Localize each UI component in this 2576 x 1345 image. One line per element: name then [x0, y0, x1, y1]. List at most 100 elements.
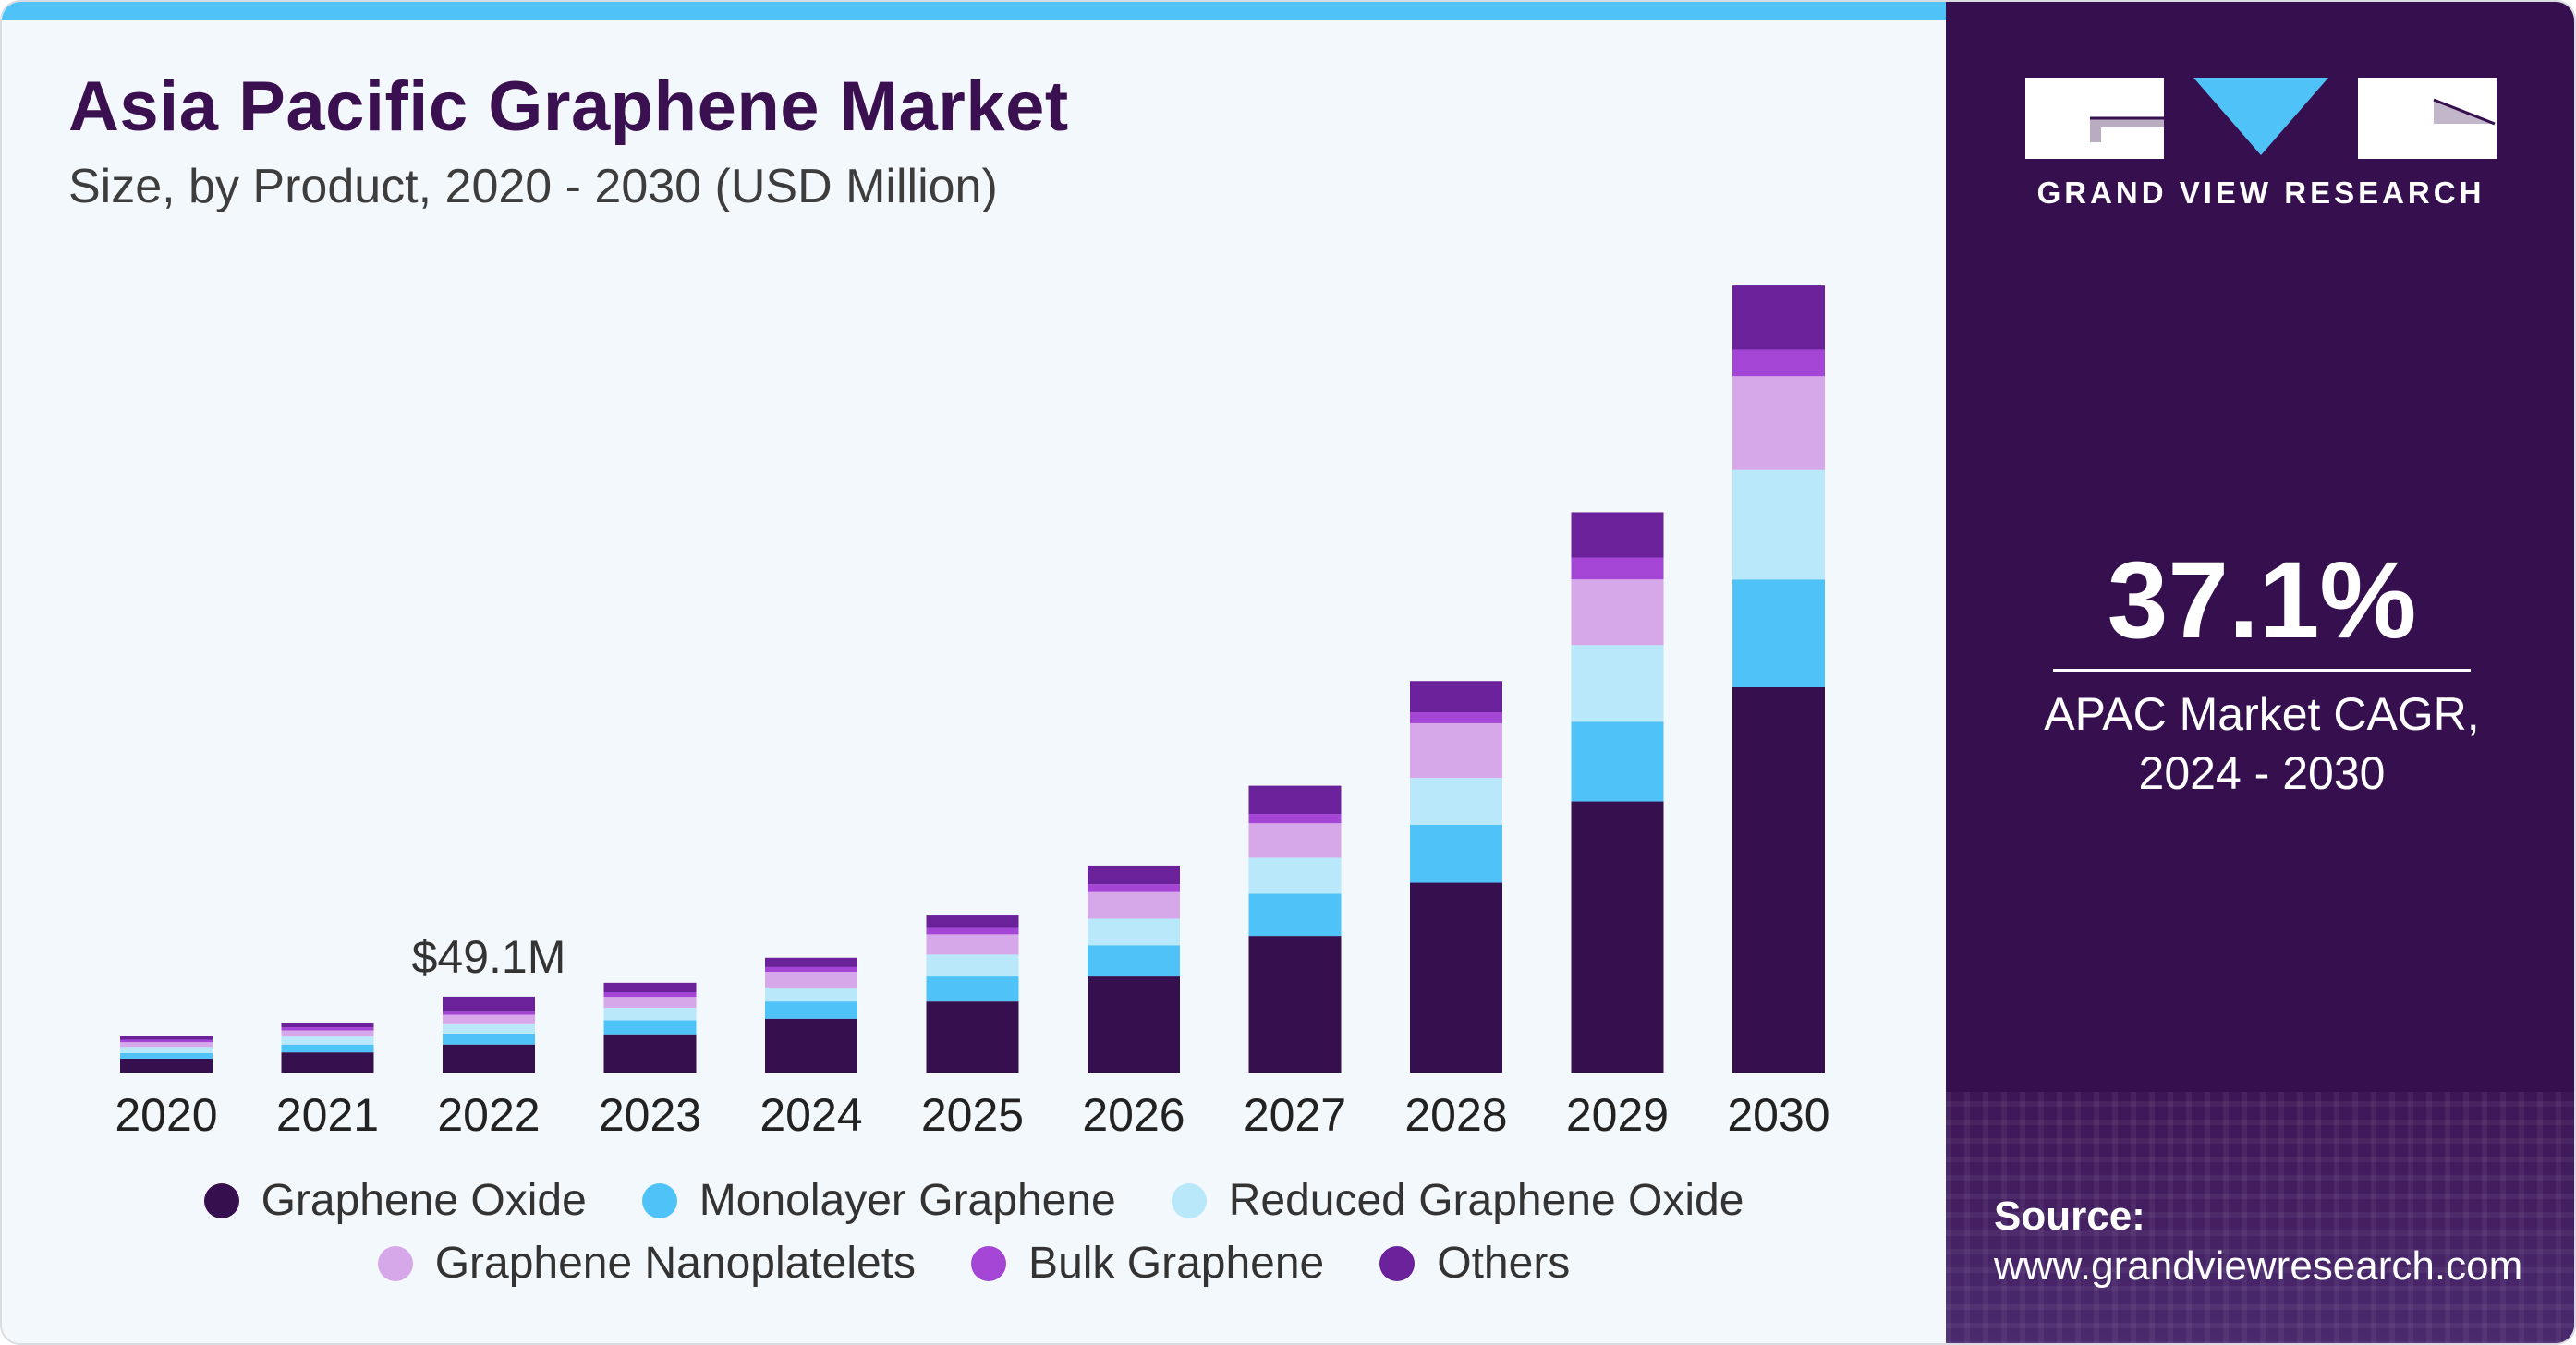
- chart-panel: Asia Pacific Graphene Market Size, by Pr…: [2, 2, 1946, 1343]
- bar-monolayer-graphene-2025: [926, 976, 1019, 1002]
- bar-others-2022: [443, 996, 535, 1012]
- bar-reduced-graphene-oxide-2029: [1571, 645, 1664, 722]
- bar-reduced-graphene-oxide-2021: [281, 1036, 374, 1045]
- bar-others-2027: [1248, 785, 1342, 815]
- bar-graphene-oxide-2020: [120, 1058, 213, 1073]
- bar-graphene-nanoplatelets-2030: [1732, 376, 1825, 470]
- cagr-label: APAC Market CAGR,: [2044, 688, 2480, 740]
- bar-bulk-graphene-2022: [443, 1011, 535, 1015]
- bar-graphene-nanoplatelets-2020: [120, 1042, 213, 1048]
- bar-bulk-graphene-2026: [1088, 884, 1180, 892]
- source-link[interactable]: www.grandviewresearch.com: [1994, 1243, 2523, 1289]
- info-sidebar: GRAND VIEW RESEARCH 37.1% APAC Market CA…: [1946, 2, 2574, 1343]
- bar-graphene-nanoplatelets-2027: [1248, 823, 1342, 858]
- legend-item-bulk-graphene: Bulk Graphene: [971, 1238, 1324, 1289]
- legend-label: Graphene Oxide: [261, 1176, 587, 1225]
- bar-graphene-oxide-2030: [1732, 687, 1825, 1073]
- x-tick-label: 2021: [276, 1089, 379, 1141]
- bar-graphene-nanoplatelets-2026: [1088, 891, 1180, 919]
- legend-item-reduced-graphene-oxide: Reduced Graphene Oxide: [1171, 1175, 1744, 1226]
- bar-others-2029: [1571, 512, 1664, 558]
- bar-reduced-graphene-oxide-2026: [1088, 918, 1180, 946]
- x-tick-label: 2020: [115, 1089, 217, 1141]
- bar-others-2025: [926, 915, 1019, 928]
- legend-swatch: [1379, 1245, 1416, 1281]
- bar-graphene-oxide-2028: [1410, 882, 1502, 1073]
- bar-graphene-oxide-2029: [1571, 801, 1664, 1073]
- legend-row-1: Graphene Oxide Monolayer Graphene Reduced …: [2, 1175, 1946, 1226]
- bar-others-2020: [120, 1036, 213, 1040]
- bar-graphene-nanoplatelets-2024: [765, 972, 857, 988]
- bar-reduced-graphene-oxide-2020: [120, 1047, 213, 1053]
- bar-graphene-nanoplatelets-2022: [443, 1014, 535, 1024]
- bar-graphene-oxide-2021: [281, 1052, 374, 1073]
- cagr-divider: [2053, 669, 2471, 672]
- bar-others-2023: [603, 982, 697, 992]
- bar-others-2024: [765, 957, 857, 967]
- logo-wordmark: GRAND VIEW RESEARCH: [2036, 176, 2485, 210]
- bar-reduced-graphene-oxide-2027: [1248, 857, 1342, 894]
- x-tick-label: 2029: [1566, 1089, 1669, 1141]
- bar-graphene-nanoplatelets-2023: [603, 997, 697, 1008]
- bar-bulk-graphene-2029: [1571, 557, 1664, 580]
- top-accent-bar: [2, 2, 1946, 20]
- x-tick-label: 2023: [599, 1089, 701, 1141]
- bar-bulk-graphene-2027: [1248, 814, 1342, 824]
- bar-graphene-oxide-2025: [926, 1001, 1019, 1073]
- legend-label: Monolayer Graphene: [699, 1176, 1116, 1225]
- bar-monolayer-graphene-2029: [1571, 721, 1664, 802]
- bar-reduced-graphene-oxide-2022: [443, 1023, 535, 1034]
- legend-swatch: [1171, 1182, 1207, 1218]
- bar-others-2026: [1088, 865, 1180, 885]
- bar-graphene-oxide-2027: [1248, 936, 1342, 1073]
- x-tick-label: 2025: [921, 1089, 1024, 1141]
- bar-monolayer-graphene-2020: [120, 1053, 213, 1059]
- bar-bulk-graphene-2024: [765, 966, 857, 972]
- bar-monolayer-graphene-2030: [1732, 579, 1825, 687]
- legend-swatch: [641, 1182, 677, 1218]
- legend-item-monolayer-graphene: Monolayer Graphene: [641, 1175, 1116, 1226]
- bar-reduced-graphene-oxide-2024: [765, 987, 857, 1002]
- decorative-texture: [1946, 1092, 2574, 1343]
- legend-label: Graphene Nanoplatelets: [434, 1239, 917, 1288]
- bar-graphene-nanoplatelets-2029: [1571, 579, 1664, 646]
- legend-label: Reduced Graphene Oxide: [1228, 1176, 1744, 1225]
- chart-subtitle: Size, by Product, 2020 - 2030 (USD Milli…: [68, 160, 998, 213]
- legend-label: Others: [1437, 1239, 1571, 1288]
- legend-swatch: [971, 1245, 1007, 1281]
- bar-monolayer-graphene-2027: [1248, 893, 1342, 937]
- bar-reduced-graphene-oxide-2028: [1410, 778, 1502, 825]
- bar-others-2030: [1732, 285, 1825, 350]
- bar-monolayer-graphene-2024: [765, 1001, 857, 1019]
- x-tick-label: 2027: [1244, 1089, 1346, 1141]
- bar-graphene-oxide-2024: [765, 1018, 857, 1073]
- bar-bulk-graphene-2023: [603, 992, 697, 998]
- bar-reduced-graphene-oxide-2023: [603, 1007, 697, 1021]
- source-heading: Source:: [1994, 1194, 2145, 1239]
- bar-monolayer-graphene-2023: [603, 1020, 697, 1035]
- bar-others-2021: [281, 1023, 374, 1028]
- bar-bulk-graphene-2021: [281, 1027, 374, 1031]
- bar-chart: 2020 2021 2022 $49.1M 2023 2024 2025 2026 2027 20…: [115, 285, 1830, 1141]
- bar-graphene-nanoplatelets-2025: [926, 934, 1019, 955]
- x-tick-label: 2028: [1404, 1089, 1507, 1141]
- x-tick-label: 2026: [1082, 1089, 1185, 1141]
- x-tick-label: 2024: [759, 1089, 862, 1141]
- legend-item-graphene-oxide: Graphene Oxide: [203, 1175, 587, 1226]
- bar-monolayer-graphene-2021: [281, 1044, 374, 1053]
- grand-view-research-logo: [2025, 78, 2497, 159]
- legend-swatch: [203, 1182, 239, 1218]
- legend-item-graphene-nanoplatelets: Graphene Nanoplatelets: [377, 1238, 917, 1289]
- bar-bulk-graphene-2020: [120, 1039, 213, 1043]
- cagr-value: 37.1%: [2107, 539, 2417, 661]
- bar-graphene-oxide-2022: [443, 1044, 535, 1073]
- bar-monolayer-graphene-2026: [1088, 945, 1180, 977]
- legend-label: Bulk Graphene: [1028, 1239, 1325, 1288]
- bar-monolayer-graphene-2028: [1410, 824, 1502, 883]
- bar-graphene-nanoplatelets-2028: [1410, 722, 1502, 779]
- bar-graphene-nanoplatelets-2021: [281, 1030, 374, 1037]
- bar-others-2028: [1410, 681, 1502, 713]
- legend-item-others: Others: [1379, 1238, 1570, 1289]
- data-label-2022: $49.1M: [412, 931, 566, 983]
